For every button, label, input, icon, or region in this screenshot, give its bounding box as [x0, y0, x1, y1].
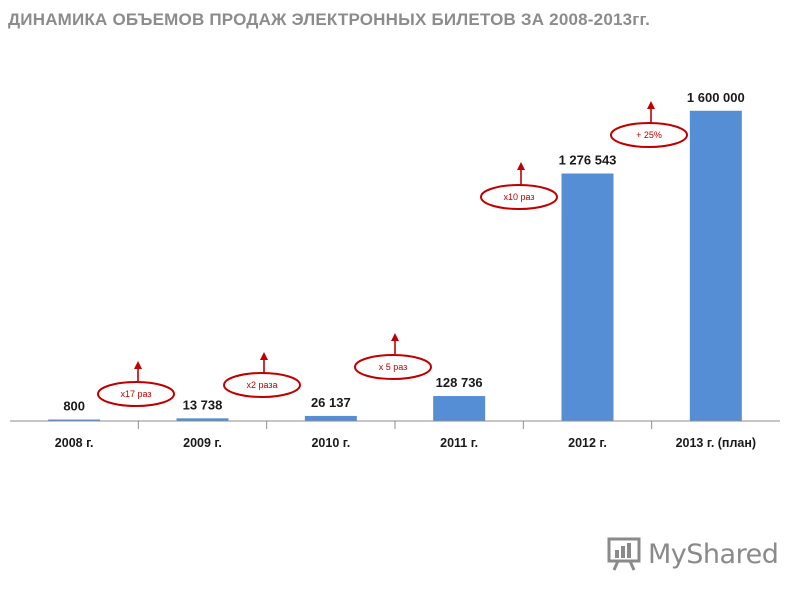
callout-label: x10 раз: [503, 192, 534, 202]
data-label: 1 600 000: [687, 90, 745, 105]
callout-ellipse: [480, 184, 558, 210]
callout-label: + 25%: [636, 130, 662, 140]
growth-callout: x 5 раз: [354, 333, 432, 380]
data-label: 128 736: [436, 375, 483, 390]
x-tick-label: 2011 г.: [440, 436, 478, 450]
x-tick-label: 2012 г.: [568, 436, 607, 450]
callouts-layer: x17 раз x2 раза x 5 раз x10 раз + 25%: [97, 101, 688, 407]
bar: [48, 419, 101, 421]
x-tick-label: 2009 г.: [183, 436, 222, 450]
bar: [689, 110, 742, 422]
watermark-text: MyShared: [648, 538, 779, 570]
growth-callout: x17 раз: [97, 361, 175, 407]
arrow-head-icon: [260, 352, 268, 360]
bar: [176, 418, 229, 421]
bar: [304, 415, 357, 421]
presentation-board-icon: [607, 537, 641, 571]
bar: [561, 173, 614, 421]
callout-ellipse: [610, 122, 688, 148]
callout-label: x 5 раз: [379, 362, 408, 372]
axis-layer: 2008 г. 2009 г. 2010 г. 2011 г. 2012 г. 2013 …: [10, 420, 780, 450]
growth-callout: x2 раза: [223, 352, 301, 398]
x-tick-label: 2010 г.: [311, 436, 350, 450]
callout-ellipse: [354, 354, 432, 380]
chart-title: ДИНАМИКА ОБЪЕМОВ ПРОДАЖ ЭЛЕКТРОННЫХ БИЛЕ…: [8, 10, 651, 29]
value-labels-layer: 800 13 738 26 137 128 736 1 276 543 1 600 000: [63, 90, 744, 414]
growth-callout: + 25%: [610, 101, 688, 148]
data-label: 13 738: [183, 397, 223, 412]
data-label: 1 276 543: [559, 152, 617, 167]
arrow-head-icon: [647, 101, 655, 109]
data-label: 26 137: [311, 395, 351, 410]
watermark: MyShared: [606, 534, 779, 574]
bars-layer: [48, 110, 742, 422]
bar: [433, 396, 486, 421]
data-label: 800: [63, 399, 85, 414]
x-tick-label: 2013 г. (план): [676, 436, 757, 450]
arrow-head-icon: [134, 361, 142, 369]
callout-label: x17 раз: [120, 389, 151, 399]
arrow-head-icon: [391, 333, 399, 341]
callout-ellipse: [223, 372, 301, 398]
arrow-head-icon: [517, 162, 525, 170]
callout-label: x2 раза: [246, 380, 277, 390]
x-tick-label: 2008 г.: [55, 436, 94, 450]
callout-ellipse: [97, 381, 175, 407]
growth-callout: x10 раз: [480, 162, 558, 210]
